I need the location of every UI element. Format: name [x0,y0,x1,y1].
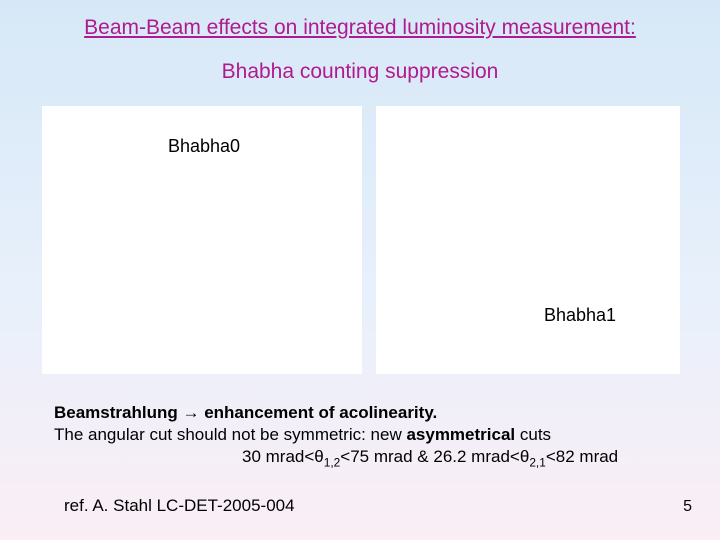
page-number: 5 [683,498,692,516]
caption-line2: The angular cut should not be symmetric:… [54,425,551,444]
cut2-suffix: <82 mrad [546,447,618,466]
cut-mid: <75 mrad & 26.2 mrad< [340,447,520,466]
caption-line2-b: cuts [515,425,551,444]
slide-subtitle: Bhabha counting suppression [0,60,720,84]
caption-line1-b: enhancement of acolinearity. [199,403,437,422]
panel-right-label: Bhabha1 [544,305,616,326]
caption-line2-a: The angular cut should not be symmetric:… [54,425,406,444]
caption-line3: 30 mrad<θ1,2<75 mrad & 26.2 mrad<θ2,1<82… [54,446,618,471]
reference-text: ref. A. Stahl LC-DET-2005-004 [64,496,295,516]
panel-left-label: Bhabha0 [168,136,240,157]
caption-line1: Beamstrahlung → enhancement of acolinear… [54,403,437,422]
theta-1: θ [314,447,323,466]
arrow-icon: → [182,403,199,422]
cut1-prefix: 30 mrad< [242,447,314,466]
theta-2-sub: 2,1 [529,456,546,470]
slide-title: Beam-Beam effects on integrated luminosi… [0,16,720,40]
caption-block: Beamstrahlung → enhancement of acolinear… [54,402,680,471]
theta-2: θ [520,447,529,466]
figure-panel-right [376,106,680,374]
theta-1-sub: 1,2 [324,456,341,470]
caption-line1-a: Beamstrahlung [54,403,182,422]
caption-line2-bold: asymmetrical [406,425,515,444]
